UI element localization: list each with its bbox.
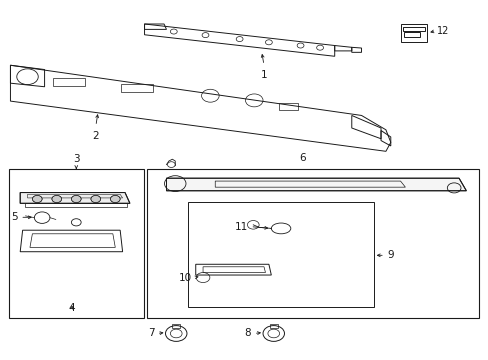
Text: 8: 8: [244, 328, 251, 338]
Text: 7: 7: [147, 328, 154, 338]
Text: 12: 12: [436, 26, 448, 36]
Text: 10: 10: [178, 273, 191, 283]
Text: 4: 4: [68, 303, 75, 313]
Text: 5: 5: [11, 212, 18, 222]
Bar: [278, 103, 298, 110]
Circle shape: [91, 195, 101, 203]
Text: 1: 1: [260, 69, 267, 80]
Text: 3: 3: [73, 154, 80, 164]
Text: 2: 2: [92, 131, 99, 140]
Circle shape: [71, 195, 81, 203]
Bar: [188, 202, 373, 307]
Circle shape: [110, 195, 120, 203]
Polygon shape: [166, 178, 466, 191]
Text: 9: 9: [386, 250, 393, 260]
Text: 11: 11: [234, 222, 247, 231]
Bar: [172, 324, 180, 328]
Bar: [53, 78, 84, 86]
Bar: [121, 84, 153, 92]
Circle shape: [32, 195, 42, 203]
Bar: [9, 169, 143, 318]
Circle shape: [52, 195, 61, 203]
Bar: [269, 324, 277, 328]
Bar: [147, 169, 478, 318]
Text: 6: 6: [299, 153, 305, 163]
Polygon shape: [20, 193, 130, 203]
